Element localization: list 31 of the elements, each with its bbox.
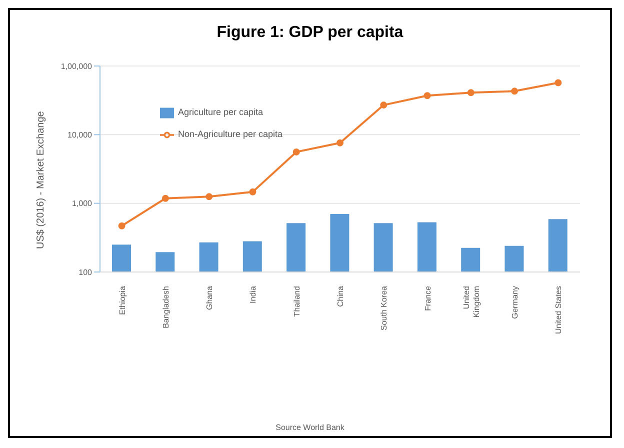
y-tick-label: 1,000 [72, 199, 93, 208]
x-tick-label: Ethiopia [118, 285, 127, 315]
point [554, 79, 562, 86]
chart-title: Figure 1: GDP per capita [216, 24, 404, 43]
point [511, 88, 518, 95]
x-tick-label: Bangladesh [161, 286, 170, 328]
legend-label: Agriculture per capita [178, 107, 264, 117]
x-tick-label: India [248, 285, 258, 304]
legend-label: Non-Agriculture per capita [178, 129, 283, 139]
point [380, 102, 388, 109]
x-tick-label: United Kingdom [462, 286, 481, 318]
y-tick-label: 1,00,000 [60, 62, 93, 71]
x-tick-label: United States [554, 286, 564, 334]
x-tick-label: China [336, 285, 345, 307]
point [249, 188, 256, 196]
x-tick-label: Germany [510, 286, 520, 319]
point [118, 222, 126, 230]
y-axis-title: US$ (2016) - Market Exchange [36, 110, 47, 249]
point [336, 139, 344, 146]
x-tick-label: France [423, 285, 432, 311]
point [467, 89, 474, 96]
x-tick-label: Thailand [292, 286, 302, 317]
point [162, 194, 169, 202]
y-tick-label: 100 [78, 268, 93, 277]
point [206, 193, 213, 200]
y-tick-label: 10,000 [68, 130, 93, 140]
point [292, 148, 300, 156]
x-tick-label: South Korea [380, 285, 389, 330]
source-note: Source World Bank [274, 423, 346, 432]
point [424, 92, 431, 100]
x-tick-label: Ghana [205, 285, 214, 310]
